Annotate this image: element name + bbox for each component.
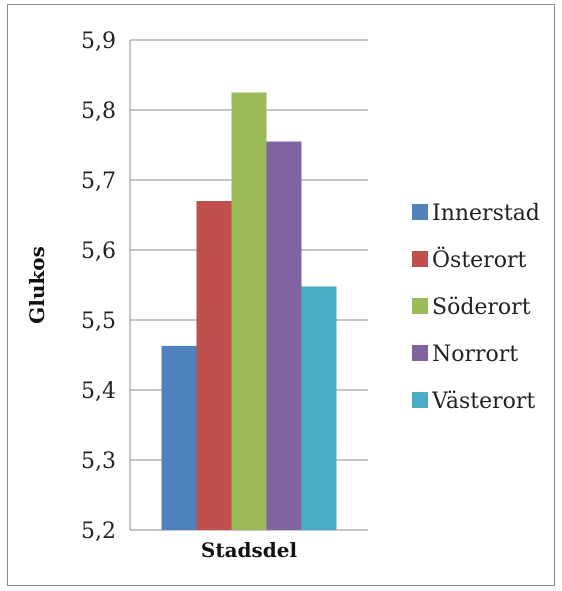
bar-vsterort	[301, 286, 337, 530]
bars	[161, 92, 337, 530]
legend-label: Innerstad	[432, 201, 540, 226]
legend: Innerstad Österort Söderort Norrort Västeror…	[412, 201, 540, 414]
bar-sderort	[231, 92, 267, 530]
y-tick-label: 5,8	[81, 99, 116, 124]
legend-swatch	[412, 204, 428, 220]
bar-sterort	[196, 201, 232, 530]
legend-swatch	[412, 392, 428, 408]
y-tick-label: 5,2	[81, 519, 116, 544]
bar-innerstad	[161, 345, 197, 530]
legend-label: Västerort	[431, 389, 535, 414]
y-tick-label: 5,7	[81, 169, 116, 194]
legend-swatch	[412, 298, 428, 314]
legend-label: Österort	[432, 246, 526, 273]
y-tick-labels: 5,2 5,3 5,4 5,5 5,6 5,7 5,8 5,9	[81, 29, 116, 544]
y-axis-title: Glukos	[25, 246, 49, 324]
y-tick-label: 5,5	[81, 309, 116, 334]
y-tick-label: 5,6	[81, 239, 116, 264]
y-tick-label: 5,9	[81, 29, 116, 54]
y-tick-label: 5,4	[81, 379, 116, 404]
legend-label: Norrort	[432, 342, 518, 367]
y-tick-label: 5,3	[81, 449, 116, 474]
legend-label: Söderort	[432, 295, 531, 320]
x-category-label: Stadsdel	[201, 538, 298, 562]
legend-swatch	[412, 345, 428, 361]
bar-norrort	[266, 141, 302, 530]
legend-swatch	[412, 251, 428, 267]
